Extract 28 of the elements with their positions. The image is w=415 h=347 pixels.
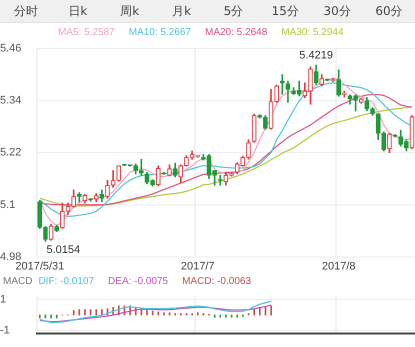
text: 分时: [12, 2, 39, 20]
text: 月k: [171, 2, 192, 20]
text: 日k: [67, 2, 88, 20]
y-tick-label: 5.34: [0, 94, 22, 107]
x-tick-label: 2017/8: [322, 260, 356, 272]
text: MA20: 5.2648: [204, 27, 268, 38]
text: 5分: [222, 2, 244, 20]
x-tick-label: 2017/7: [180, 260, 215, 272]
x-tick-label: 2017/5/31: [15, 260, 64, 272]
y-tick-label: 5.46: [0, 42, 22, 55]
text: MA10: 5.2667: [128, 27, 191, 38]
text: MA30: 5.2944: [281, 27, 344, 38]
text: MACD: -0.0063: [182, 276, 252, 287]
y-tick-label: 4.98: [0, 250, 22, 263]
text: 60分: [374, 2, 404, 20]
y-tick-label: 5.1: [0, 198, 16, 211]
text: DIF: -0.0107: [38, 276, 94, 287]
annotation: 5.0154: [46, 244, 80, 256]
y-tick-label: 1: [0, 294, 6, 306]
y-tick-label: -1: [0, 324, 10, 336]
text: DEA: -0.0075: [108, 276, 168, 287]
text: 15分: [270, 2, 300, 20]
text: 30分: [322, 2, 352, 20]
annotation: 5.4219: [299, 50, 333, 62]
y-tick-label: 5.22: [0, 146, 22, 159]
text: 周k: [119, 2, 140, 20]
text: MA5: 5.2587: [58, 27, 115, 38]
chart-title: MACD: [3, 276, 32, 287]
